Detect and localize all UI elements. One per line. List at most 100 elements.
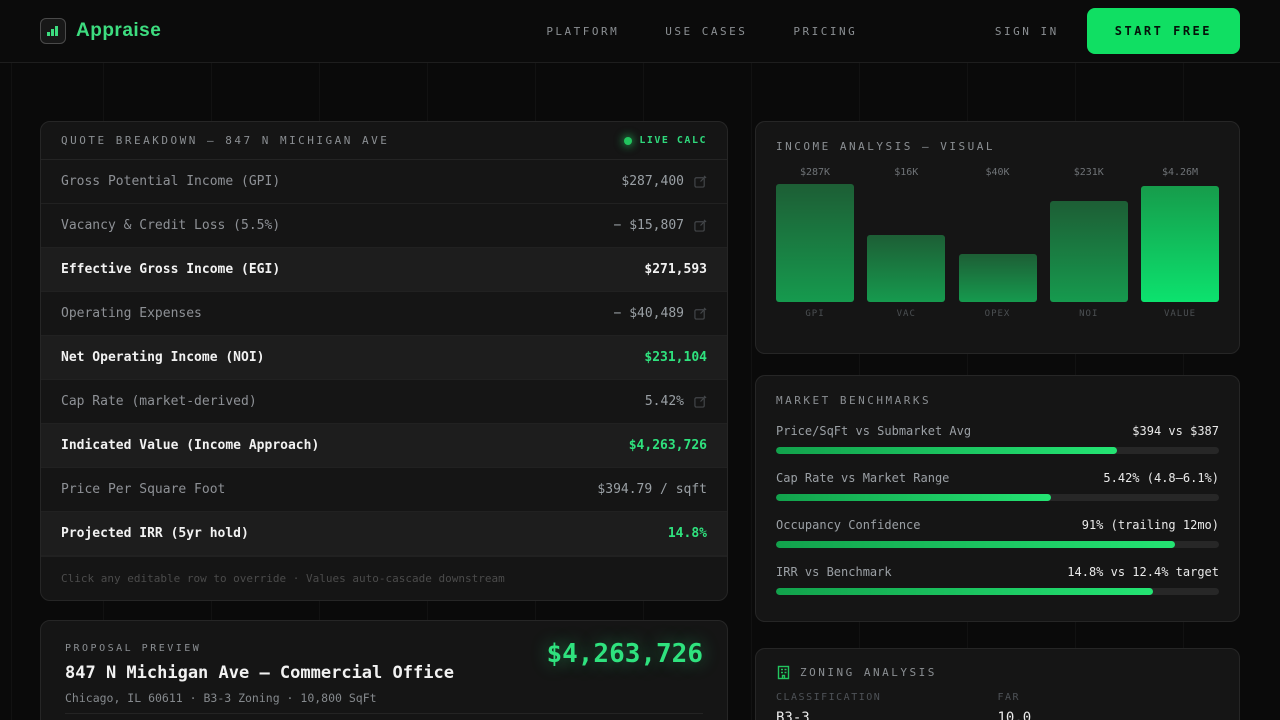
brand-logo-icon (40, 18, 66, 44)
quote-row-opex[interactable]: Operating Expenses − $40,489 (41, 292, 727, 336)
benchmark-fill (776, 494, 1051, 501)
bar-category-label: NOI (1079, 309, 1099, 319)
proposal-title: 847 N Michigan Ave — Commercial Office (65, 663, 454, 683)
zoning-far: FAR 10.0 (998, 692, 1220, 720)
nav-link-pricing[interactable]: PRICING (793, 24, 858, 38)
row-label: Effective Gross Income (EGI) (61, 262, 281, 277)
zoning-analysis-panel: ZONING ANALYSIS CLASSIFICATION B3-3 FAR … (755, 648, 1240, 720)
quote-footnote: Click any editable row to override · Val… (41, 556, 727, 600)
benchmark-label: IRR vs Benchmark (776, 565, 892, 579)
row-label: Indicated Value (Income Approach) (61, 438, 320, 453)
benchmark-irr: IRR vs Benchmark 14.8% vs 12.4% target (776, 565, 1219, 595)
row-label: Gross Potential Income (GPI) (61, 174, 281, 189)
row-label: Cap Rate (market-derived) (61, 394, 257, 409)
quote-row-egi: Effective Gross Income (EGI) $271,593 (41, 248, 727, 292)
quote-row-gpi[interactable]: Gross Potential Income (GPI) $287,400 (41, 160, 727, 204)
row-value: − $15,807 (613, 218, 684, 233)
start-free-button[interactable]: START FREE (1086, 8, 1240, 54)
bar-category-label: VAC (896, 309, 916, 319)
nav-link-use-cases[interactable]: USE CASES (665, 24, 748, 38)
quote-row-projected-irr: Projected IRR (5yr hold) 14.8% (41, 512, 727, 556)
row-value: $394.79 / sqft (597, 482, 707, 497)
income-analysis-panel: INCOME ANALYSIS — VISUAL $287K $16K $40K… (755, 121, 1240, 354)
bar-value-label: $231K (1073, 167, 1104, 178)
quote-row-cap-rate[interactable]: Cap Rate (market-derived) 5.42% (41, 380, 727, 424)
benchmark-label: Price/SqFt vs Submarket Avg (776, 424, 972, 438)
benchmark-fill (776, 588, 1153, 595)
benchmark-value: 14.8% vs 12.4% target (1067, 565, 1219, 579)
row-value: $4,263,726 (628, 438, 707, 453)
market-benchmarks-title: MARKET BENCHMARKS (776, 394, 932, 407)
benchmark-value: 5.42% (4.8–6.1%) (1103, 471, 1219, 485)
edit-icon[interactable] (694, 395, 707, 408)
benchmark-track (776, 494, 1219, 501)
edit-icon[interactable] (694, 219, 707, 232)
bar-value-label: $4.26M (1161, 167, 1199, 178)
row-label: Operating Expenses (61, 306, 202, 321)
quote-row-price-per-sqft: Price Per Square Foot $394.79 / sqft (41, 468, 727, 512)
row-label: Projected IRR (5yr hold) (61, 526, 249, 541)
bar-vac (867, 234, 946, 302)
proposal-divider (65, 713, 703, 714)
benchmark-value: 91% (trailing 12mo) (1081, 518, 1219, 532)
bar-category-label: OPEX (984, 309, 1011, 319)
bar-value-label: $40K (985, 167, 1010, 178)
proposal-preview-panel: PROPOSAL PREVIEW 847 N Michigan Ave — Co… (40, 620, 728, 720)
live-dot-icon (624, 136, 633, 145)
chart-value-labels: $287K $16K $40K $231K $4.26M (776, 167, 1219, 178)
sign-in-link[interactable]: SIGN IN (994, 24, 1059, 38)
quote-row-indicated-value: Indicated Value (Income Approach) $4,263… (41, 424, 727, 468)
brand-name: Appraise (76, 20, 162, 41)
row-value: 5.42% (644, 394, 684, 409)
benchmark-value: $394 vs $387 (1132, 424, 1219, 438)
zoning-title: ZONING ANALYSIS (800, 666, 937, 679)
row-label: Net Operating Income (NOI) (61, 350, 265, 365)
benchmark-fill (776, 541, 1175, 548)
zoning-field-label: CLASSIFICATION (776, 692, 882, 703)
quote-row-vacancy[interactable]: Vacancy & Credit Loss (5.5%) − $15,807 (41, 204, 727, 248)
bar-chart (776, 184, 1219, 302)
nav-links: PLATFORM USE CASES PRICING (546, 25, 857, 38)
bar-value-label: $287K (799, 167, 831, 178)
building-icon (777, 665, 790, 680)
bar-gpi (776, 184, 854, 302)
quote-breakdown-title: QUOTE BREAKDOWN — 847 N MICHIGAN AVE (61, 134, 390, 147)
row-value: − $40,489 (613, 306, 684, 321)
zoning-classification: CLASSIFICATION B3-3 (776, 692, 998, 720)
zoning-field-value: B3-3 (776, 710, 810, 720)
benchmark-cap-rate: Cap Rate vs Market Range 5.42% (4.8–6.1%… (776, 471, 1219, 501)
benchmark-label: Occupancy Confidence (776, 518, 921, 532)
benchmark-label: Cap Rate vs Market Range (776, 471, 950, 485)
benchmark-occupancy: Occupancy Confidence 91% (trailing 12mo) (776, 518, 1219, 548)
row-label: Vacancy & Credit Loss (5.5%) (61, 218, 281, 233)
proposal-label: PROPOSAL PREVIEW (65, 643, 202, 654)
live-calc-label: LIVE CALC (639, 135, 707, 146)
bar-value-label: $16K (894, 167, 919, 178)
chart-category-labels: GPI VAC OPEX NOI VALUE (776, 309, 1219, 319)
proposal-subtitle: Chicago, IL 60611 · B3-3 Zoning · 10,800… (65, 691, 377, 705)
income-analysis-title: INCOME ANALYSIS — VISUAL (776, 140, 995, 153)
row-value: $287,400 (621, 174, 684, 189)
benchmark-track (776, 541, 1219, 548)
zoning-field-label: FAR (997, 692, 1021, 703)
edit-icon[interactable] (694, 175, 707, 188)
benchmark-track (776, 447, 1219, 454)
brand[interactable]: Appraise (40, 18, 161, 44)
bar-category-label: GPI (805, 309, 825, 319)
benchmark-price-sqft: Price/SqFt vs Submarket Avg $394 vs $387 (776, 424, 1219, 454)
bar-noi (1049, 200, 1128, 302)
row-label: Price Per Square Foot (61, 482, 226, 497)
top-nav: Appraise PLATFORM USE CASES PRICING SIGN… (0, 0, 1280, 63)
live-calc-badge: LIVE CALC (624, 135, 707, 146)
bar-category-label: VALUE (1163, 309, 1197, 319)
benchmark-fill (776, 447, 1118, 454)
bar-opex (958, 253, 1037, 302)
proposal-value: $4,263,726 (546, 639, 703, 669)
row-value: $231,104 (644, 350, 707, 365)
edit-icon[interactable] (694, 307, 707, 320)
row-value: 14.8% (667, 526, 707, 541)
row-value: $271,593 (644, 262, 707, 277)
nav-link-platform[interactable]: PLATFORM (546, 24, 620, 38)
market-benchmarks-panel: MARKET BENCHMARKS Price/SqFt vs Submarke… (755, 375, 1240, 622)
quote-breakdown-panel: QUOTE BREAKDOWN — 847 N MICHIGAN AVE LIV… (40, 121, 728, 601)
